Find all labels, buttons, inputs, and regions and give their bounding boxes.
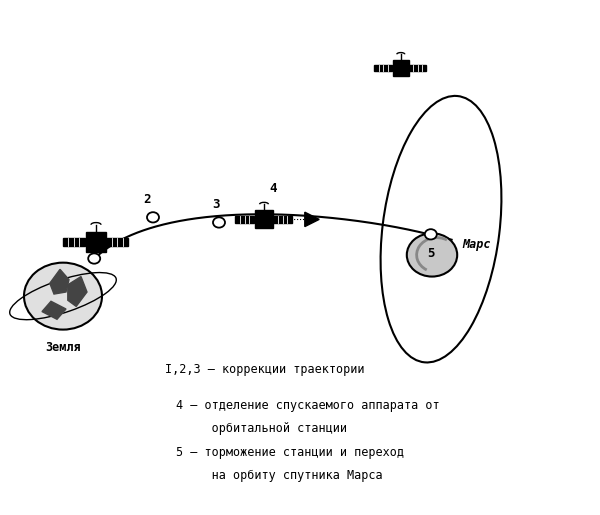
Polygon shape <box>42 301 66 319</box>
Text: Земля: Земля <box>45 341 81 354</box>
Text: 1: 1 <box>91 233 98 246</box>
Polygon shape <box>68 277 87 306</box>
Text: 5: 5 <box>427 247 434 260</box>
Text: 4 – отделение спускаемого аппарата от: 4 – отделение спускаемого аппарата от <box>176 399 439 412</box>
Bar <box>409 65 427 71</box>
Text: I,2,3 – коррекции траектории: I,2,3 – коррекции траектории <box>165 363 365 376</box>
Text: на орбиту спутника Марса: на орбиту спутника Марса <box>176 469 382 482</box>
Bar <box>393 60 409 76</box>
Text: 3: 3 <box>212 198 220 211</box>
Bar <box>235 216 254 222</box>
Text: 5 – торможение станции и переход: 5 – торможение станции и переход <box>176 446 404 459</box>
Bar <box>255 210 273 229</box>
Text: Марс: Марс <box>462 237 491 251</box>
Bar <box>273 216 292 222</box>
Circle shape <box>213 217 225 228</box>
Bar <box>374 65 392 71</box>
Circle shape <box>24 263 102 330</box>
Circle shape <box>147 212 159 222</box>
Polygon shape <box>50 269 69 294</box>
Bar <box>86 232 106 252</box>
Circle shape <box>407 233 457 277</box>
Circle shape <box>425 229 437 239</box>
Polygon shape <box>305 212 319 227</box>
Text: 4: 4 <box>269 182 277 195</box>
Bar <box>63 238 85 246</box>
Bar <box>106 238 128 246</box>
Circle shape <box>88 253 100 264</box>
Text: орбитальной станции: орбитальной станции <box>176 422 347 435</box>
Text: 2: 2 <box>143 193 151 206</box>
